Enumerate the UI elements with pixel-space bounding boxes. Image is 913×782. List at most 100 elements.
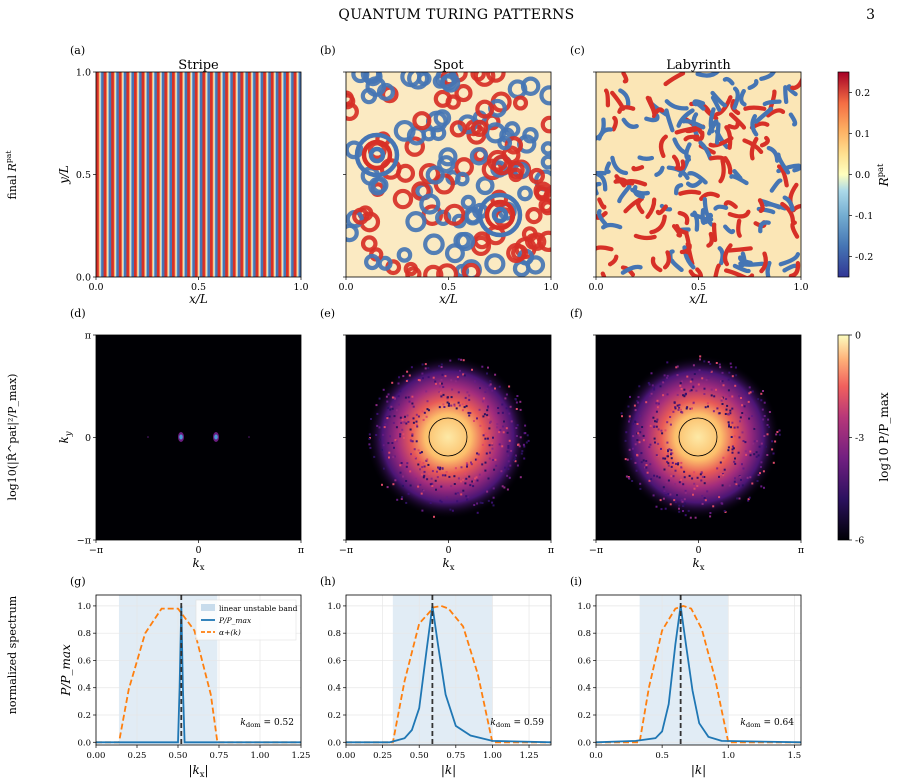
y-tick-label: 0.0 [327,738,341,748]
spectral-pixel [663,468,666,471]
spectral-pixel [506,488,509,491]
spectral-pixel [738,436,741,439]
labyrinth-worm [718,158,726,184]
spectral-pixel [488,427,491,430]
x-axis-label: kx [692,556,704,572]
spectral-pixel [760,399,763,402]
x-tick-label: 0.50 [410,751,429,761]
spectral-pixel [726,404,729,407]
labyrinth-worm [732,263,751,274]
spectral-pixel [472,480,475,483]
spectral-pixel [487,406,490,409]
labyrinth-worm [695,72,721,78]
spot-ring [540,141,551,156]
labyrinth-worm [723,224,736,235]
labyrinth-worm [607,254,619,267]
spectral-pixel [697,383,700,386]
spot-ring [346,102,359,122]
spectral-pixel [707,361,710,363]
spectral-pixel [410,453,412,456]
spectral-pixel [426,408,429,411]
colorbar-tick-label: -0.1 [855,211,873,222]
spectral-peak-core [214,434,218,440]
labyrinth-worm [663,72,686,87]
spectral-pixel [475,476,478,479]
spectral-pixel [691,407,693,410]
colorbar-tick-label: 0.0 [855,170,870,181]
labyrinth-worm [788,112,798,127]
colorbar-label: log10 P/P_max [877,392,891,482]
spectral-pixel [411,434,414,437]
spectral-pixel [395,440,398,443]
spectral-pixel [399,416,402,419]
labyrinth-worm [693,100,706,111]
spectral-pixel [496,423,499,426]
spectral-pixel [683,395,686,398]
spectral-pixel [633,404,636,407]
spectral-pixel [728,413,731,416]
spectral-pixel [488,444,491,447]
labyrinth-worm [729,174,749,186]
labyrinth-worm [790,77,801,91]
x-axis-tick-label: −π [89,545,103,556]
spectral-pixel [746,476,749,479]
spot-ring [419,193,441,215]
spectral-pixel [510,420,513,423]
labyrinth-worm [727,209,751,219]
spectral-pixel [464,396,467,399]
spot-ring [451,213,467,229]
spot-ring [491,154,513,176]
target-ring [477,192,523,238]
spectral-pixel [657,428,660,431]
labyrinth-worm [699,191,720,201]
spectral-pixel [482,415,485,418]
labyrinth-worm [754,106,774,124]
spectral-pixel [755,451,758,454]
spectral-pixel [417,415,420,418]
spectral-pixel [411,433,414,436]
spectral-pixel [663,374,666,377]
spectral-pixel [482,397,485,400]
spot-ring [438,147,458,167]
spectral-pixel [441,467,444,470]
spectral-pixel [432,376,435,379]
spot-heatmap [346,72,551,277]
spectral-pixel [751,390,754,393]
spectral-pixel [514,460,517,463]
spectral-pixel [406,414,409,417]
spectral-pixel [658,476,661,479]
spectral-pixel [460,493,463,496]
labyrinth-worm [597,127,613,141]
spectral-pixel [405,501,408,504]
spectral-pixel [515,427,518,429]
spectral-pixel [749,454,752,457]
x-tick-label: 0.50 [169,751,188,761]
x-tick-label: 0.00 [87,751,106,761]
spectral-peak-core [179,434,183,440]
spectral-pixel [775,433,778,436]
spectral-pixel [450,379,453,382]
labyrinth-worm [617,105,636,114]
spectral-pixel [655,410,658,413]
spot-ring [346,93,356,110]
spectral-pixel [679,384,682,387]
labyrinth-worm [662,250,671,270]
labyrinth-worm [671,154,681,169]
x-tick-label: 1.5 [788,751,802,761]
spectral-pixel [426,458,429,461]
spectral-pixel [393,455,396,458]
y-tick-label: 0.8 [577,629,591,639]
spectral-pixel [767,418,770,421]
spectral-pixel [460,358,463,361]
spectral-pixel [667,453,670,455]
spectral-pixel [670,465,673,468]
spectral-pixel [402,475,405,478]
spectral-pixel [742,440,745,442]
spectral-pixel [653,426,656,428]
x-axis-label: x/L [439,292,458,306]
spectral-pixel [509,405,512,408]
spectral-pixel [703,393,706,395]
y-tick-label: 0.4 [327,684,341,694]
spectral-pixel [425,459,428,462]
spectral-pixel [634,443,637,446]
